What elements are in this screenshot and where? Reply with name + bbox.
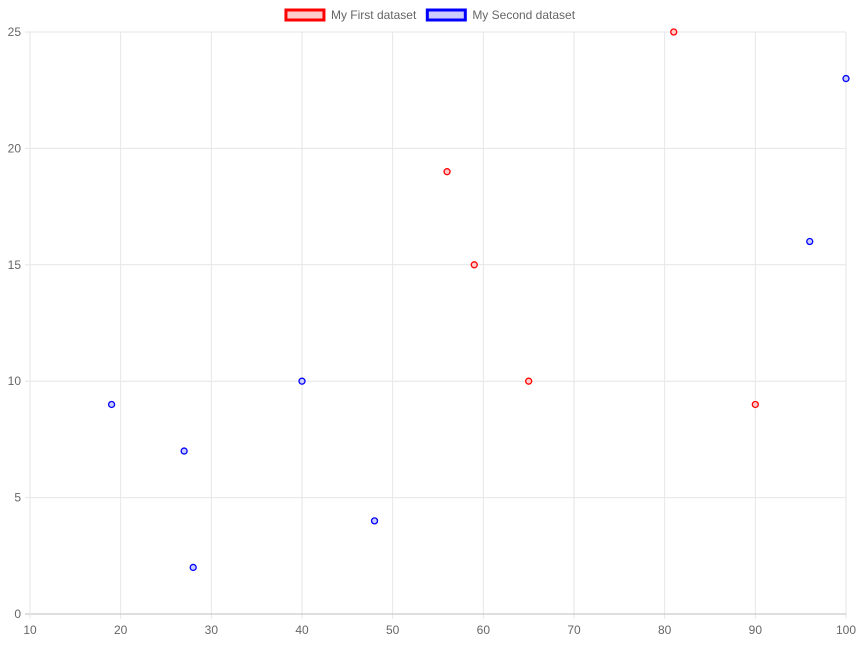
x-tick-label: 10 (23, 623, 37, 637)
legend-item-series-1[interactable]: My First dataset (284, 8, 417, 22)
legend-item-series-2[interactable]: My Second dataset (425, 8, 576, 22)
data-point[interactable] (370, 517, 379, 525)
legend-label: My First dataset (331, 8, 417, 22)
x-tick-label: 30 (205, 623, 219, 637)
data-point[interactable] (751, 400, 759, 409)
series-2-points (107, 74, 850, 572)
x-tick-label: 60 (477, 623, 491, 637)
data-point[interactable] (298, 377, 306, 385)
data-points (107, 28, 850, 572)
y-tick-label: 25 (8, 25, 22, 39)
x-tick-label: 40 (295, 623, 309, 637)
x-tick-label: 90 (749, 623, 763, 637)
x-tick-label: 100 (836, 623, 856, 637)
y-tick-label: 20 (8, 141, 22, 155)
legend-swatch (284, 8, 326, 22)
y-tick-labels: 0 5 10 15 20 25 (8, 25, 22, 621)
x-tick-label: 50 (386, 623, 400, 637)
grid-lines (25, 31, 847, 619)
data-point[interactable] (189, 563, 197, 572)
x-tick-label: 80 (658, 623, 672, 637)
data-point[interactable] (107, 400, 116, 409)
data-point[interactable] (470, 261, 478, 269)
data-point[interactable] (670, 28, 678, 36)
y-tick-label: 0 (14, 607, 21, 621)
y-tick-label: 5 (14, 491, 21, 505)
x-tick-label: 20 (114, 623, 128, 637)
legend[interactable]: My First dataset My Second dataset (284, 8, 576, 22)
data-point[interactable] (525, 377, 533, 385)
y-tick-label: 10 (8, 374, 22, 388)
data-point[interactable] (443, 168, 451, 176)
axes (25, 32, 846, 619)
series-1-points (443, 28, 759, 409)
x-tick-label: 70 (567, 623, 581, 637)
x-tick-labels: 10 20 30 40 50 60 70 80 90 100 (23, 623, 856, 637)
y-tick-label: 15 (8, 258, 22, 272)
legend-label: My Second dataset (472, 8, 575, 22)
legend-swatch (425, 8, 467, 22)
data-point[interactable] (842, 74, 850, 83)
data-point[interactable] (180, 447, 188, 455)
data-point[interactable] (806, 237, 814, 246)
